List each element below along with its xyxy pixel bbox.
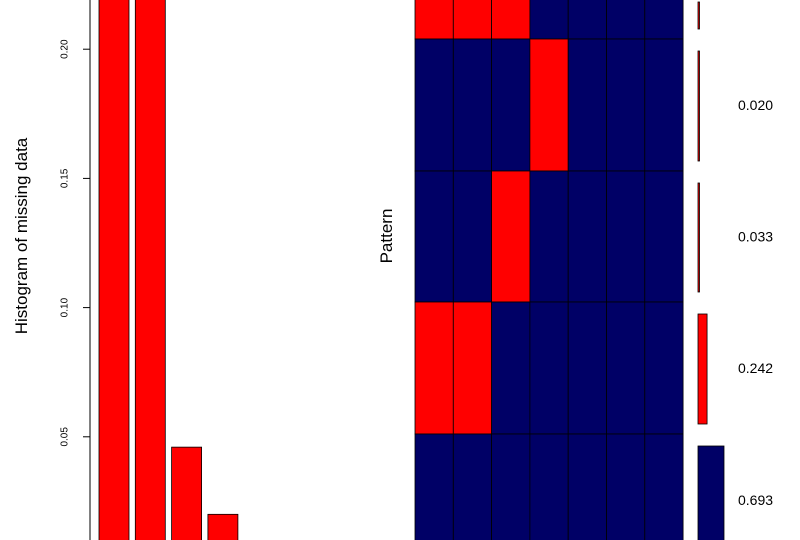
pattern-cell-observed: [567, 170, 607, 303]
pattern-cell-missing: [414, 0, 454, 40]
pattern-proportion-bar: [697, 1, 700, 30]
pattern-cell-observed: [491, 38, 531, 172]
pattern-cell-observed: [529, 301, 569, 435]
histogram-bar: [207, 513, 239, 540]
pattern-proportion-label: 0.242: [738, 360, 773, 376]
pattern-cell-observed: [529, 0, 569, 40]
pattern-cell-observed: [606, 170, 646, 303]
pattern-cell-observed: [491, 301, 531, 435]
pattern-cell-missing: [452, 301, 492, 435]
histogram-tick-label: 0.20: [60, 39, 71, 59]
pattern-cell-observed: [606, 433, 646, 540]
histogram-bar: [98, 0, 130, 540]
histogram-y-ticks: 0.05 0.10 0.15 0.20: [60, 39, 90, 447]
pattern-cell-missing: [452, 0, 492, 40]
pattern-proportion-bar: [697, 313, 708, 425]
pattern-cell-observed: [567, 301, 607, 435]
pattern-cell-observed: [452, 433, 492, 540]
pattern-cell-observed: [606, 301, 646, 435]
histogram-tick-label: 0.05: [60, 427, 71, 447]
pattern-cells: [414, 0, 684, 540]
pattern-cell-missing: [529, 38, 569, 172]
pattern-proportion-label: 0.033: [738, 229, 773, 245]
pattern-proportion-bar: [697, 182, 700, 293]
pattern-cell-observed: [644, 433, 684, 540]
pattern-cell-observed: [452, 38, 492, 172]
histogram-bar: [171, 446, 203, 540]
pattern-y-axis-label: Pattern: [377, 209, 396, 264]
missing-pattern-grid: Pattern 0.020 0.033 0.242 0.693: [377, 0, 773, 540]
pattern-cell-missing: [414, 301, 454, 435]
pattern-cell-observed: [567, 0, 607, 40]
pattern-cell-observed: [414, 433, 454, 540]
histogram-tick-label: 0.10: [60, 297, 71, 317]
pattern-cell-observed: [567, 433, 607, 540]
histogram-bar: [134, 0, 166, 540]
pattern-cell-observed: [529, 433, 569, 540]
pattern-proportion-labels: 0.020 0.033 0.242 0.693: [738, 97, 773, 508]
pattern-proportion-bar: [697, 445, 725, 540]
pattern-cell-observed: [606, 38, 646, 172]
pattern-cell-observed: [529, 170, 569, 303]
pattern-cell-observed: [644, 38, 684, 172]
histogram-bars: [98, 0, 239, 540]
pattern-cell-observed: [414, 170, 454, 303]
pattern-proportion-label: 0.693: [738, 492, 773, 508]
pattern-cell-observed: [567, 38, 607, 172]
pattern-proportion-bars: [697, 1, 725, 540]
histogram-tick-label: 0.15: [60, 168, 71, 188]
pattern-cell-observed: [452, 170, 492, 303]
pattern-proportion-bar: [697, 50, 700, 162]
histogram-y-axis-label: Histogram of missing data: [12, 137, 31, 334]
pattern-cell-missing: [491, 0, 531, 40]
pattern-cell-missing: [491, 170, 531, 303]
pattern-cell-observed: [606, 0, 646, 40]
pattern-cell-observed: [491, 433, 531, 540]
pattern-cell-observed: [414, 38, 454, 172]
pattern-cell-observed: [644, 0, 684, 40]
pattern-proportion-label: 0.020: [738, 97, 773, 113]
missing-data-histogram: Histogram of missing data 0.050.100.150.…: [12, 0, 239, 540]
pattern-cell-observed: [644, 170, 684, 303]
pattern-cell-observed: [644, 301, 684, 435]
